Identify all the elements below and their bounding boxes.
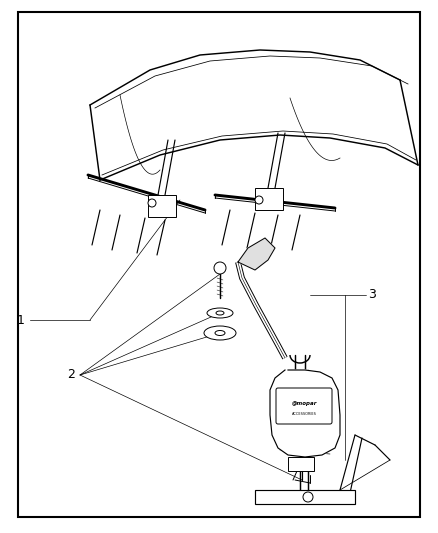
Circle shape xyxy=(148,199,156,207)
Circle shape xyxy=(255,196,263,204)
Circle shape xyxy=(303,492,313,502)
Text: @mopar: @mopar xyxy=(291,401,317,407)
Ellipse shape xyxy=(204,326,236,340)
Ellipse shape xyxy=(215,330,225,335)
FancyBboxPatch shape xyxy=(276,388,332,424)
Ellipse shape xyxy=(207,308,233,318)
Circle shape xyxy=(214,262,226,274)
Bar xyxy=(288,457,314,471)
Text: 3: 3 xyxy=(368,288,376,302)
Ellipse shape xyxy=(216,311,224,315)
Polygon shape xyxy=(270,370,340,457)
Text: 1: 1 xyxy=(17,313,25,327)
Text: ACCESSORIES: ACCESSORIES xyxy=(292,412,316,416)
Bar xyxy=(255,188,283,210)
Text: 2: 2 xyxy=(67,368,75,382)
Bar xyxy=(148,195,176,217)
Polygon shape xyxy=(238,238,275,270)
Bar xyxy=(255,490,355,504)
